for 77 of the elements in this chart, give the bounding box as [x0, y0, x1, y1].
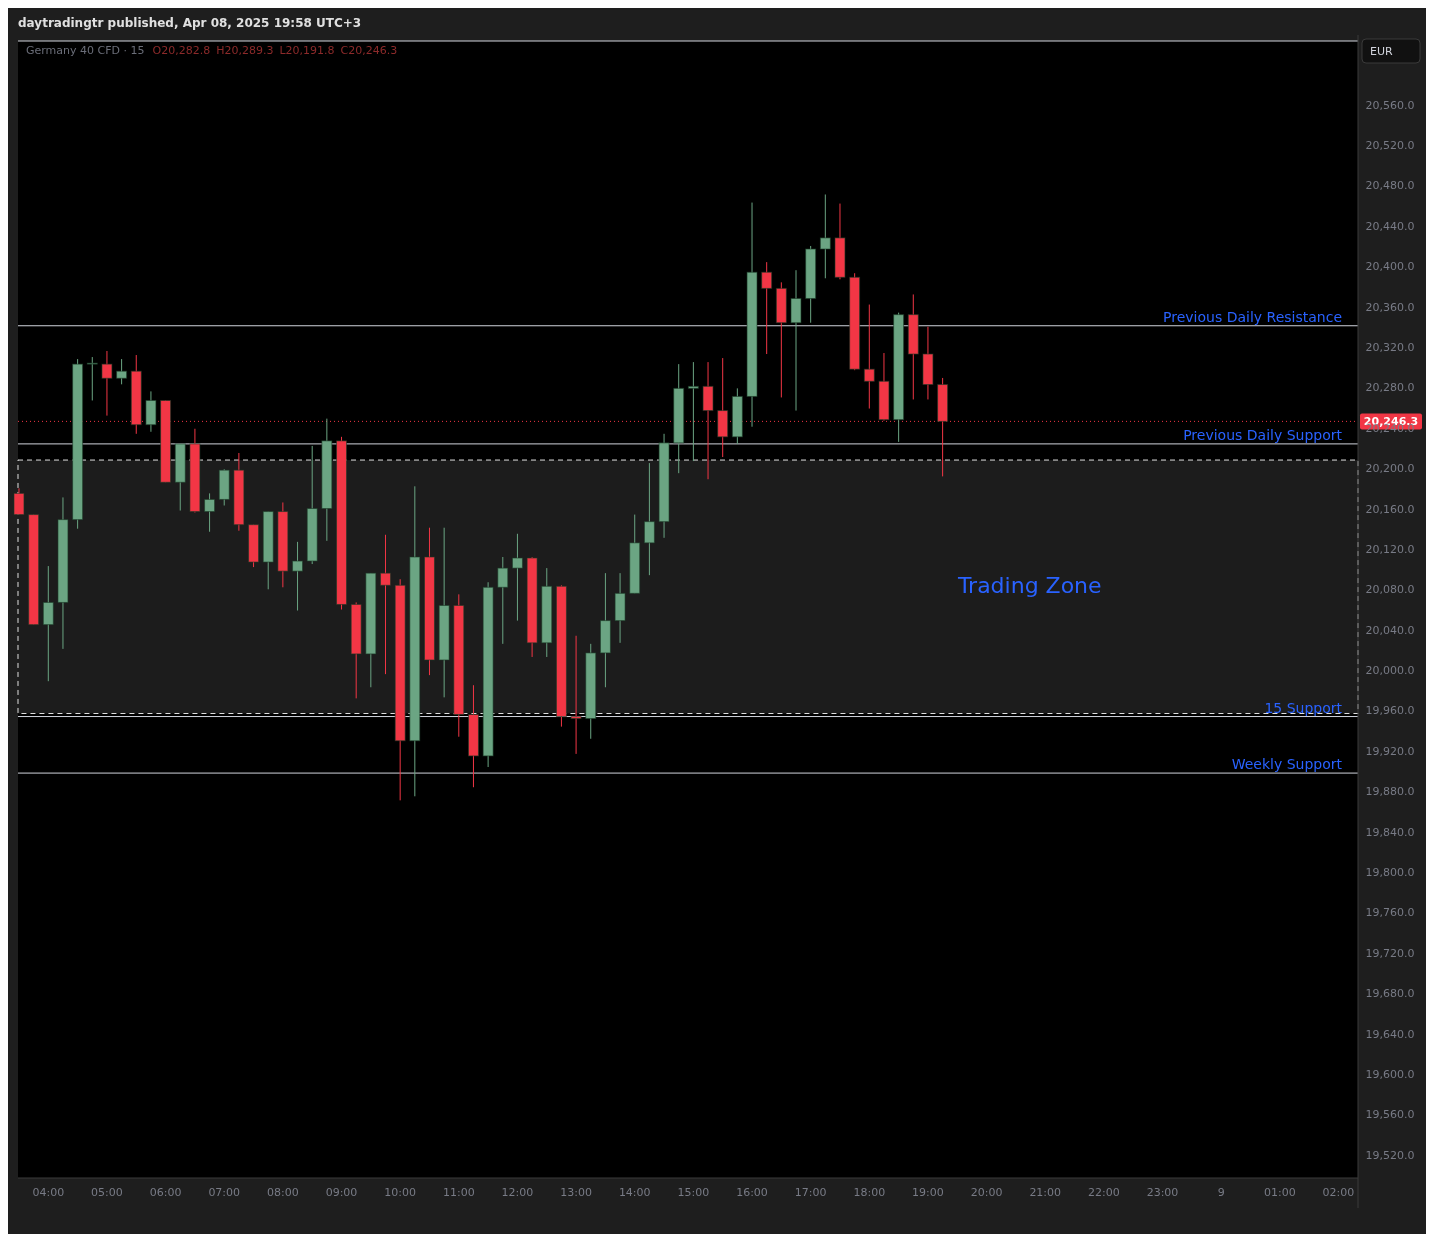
- candlestick: [863, 304, 875, 410]
- x-tick-label: 04:00: [32, 1186, 65, 1199]
- x-tick-label: 16:00: [736, 1186, 768, 1199]
- x-tick-label: 01:00: [1263, 1186, 1296, 1199]
- y-tick-label: 19,960.0: [1365, 704, 1415, 718]
- annotation: H20,289.3: [216, 44, 274, 57]
- y-tick-label: 19,720.0: [1365, 946, 1415, 960]
- x-tick-label: 10:00: [384, 1186, 417, 1199]
- x-tick-label: 20:00: [970, 1186, 1003, 1199]
- y-tick-label: 20,480.0: [1365, 179, 1415, 193]
- x-tick-label: 07:00: [208, 1186, 241, 1199]
- ref-line-label: Previous Daily Support: [1183, 426, 1343, 443]
- y-tick-label: 19,760.0: [1365, 906, 1415, 920]
- candlestick: [101, 350, 113, 417]
- y-tick-label: 20,200.0: [1365, 462, 1415, 476]
- ref-line-label: 15 Support: [1264, 699, 1343, 716]
- candlestick: [204, 492, 216, 533]
- y-tick-label: 19,880.0: [1365, 785, 1415, 799]
- y-tick-label: 19,920.0: [1365, 744, 1415, 758]
- y-tick-label: 20,400.0: [1365, 260, 1415, 274]
- candlestick: [761, 261, 773, 355]
- y-tick-label: 20,520.0: [1365, 139, 1415, 153]
- y-tick-label: 20,000.0: [1365, 664, 1415, 678]
- y-tick-label: 19,640.0: [1365, 1027, 1415, 1041]
- candlestick: [13, 487, 25, 516]
- chart-title: daytradingtr published, Apr 08, 2025 19:58 UTC+3: [18, 16, 362, 30]
- y-tick-label: 20,120.0: [1365, 542, 1415, 556]
- candlestick: [687, 361, 699, 462]
- y-tick-label: 19,560.0: [1365, 1108, 1415, 1122]
- x-tick-label: 15:00: [677, 1186, 710, 1199]
- y-axis-title: EUR: [1370, 45, 1393, 58]
- candlestick: [380, 534, 391, 675]
- y-tick-label: 20,040.0: [1365, 623, 1415, 637]
- annotation: C20,246.3: [340, 44, 398, 57]
- candlestick: [511, 533, 523, 622]
- ref-line-label: Weekly Support: [1231, 756, 1343, 773]
- y-tick-label: 20,280.0: [1365, 381, 1415, 395]
- y-tick-label: 20,160.0: [1365, 502, 1415, 516]
- candlestick: [42, 565, 54, 682]
- y-tick-label: 19,800.0: [1365, 866, 1415, 880]
- candlestick: [86, 356, 98, 401]
- y-tick-label: 20,360.0: [1365, 300, 1415, 314]
- y-tick-label: 20,080.0: [1365, 583, 1415, 597]
- x-tick-label: 9: [1217, 1186, 1225, 1199]
- x-tick-label: 21:00: [1029, 1186, 1062, 1199]
- x-tick-label: 18:00: [853, 1186, 886, 1199]
- x-tick-label: 09:00: [325, 1186, 358, 1199]
- annotation: L20,191.8: [279, 44, 335, 57]
- candlestick: [819, 193, 831, 279]
- x-tick-label: 02:00: [1322, 1186, 1355, 1199]
- candlestick: [570, 635, 582, 755]
- y-tick-label: 20,440.0: [1365, 219, 1415, 233]
- candlestick: [497, 556, 509, 645]
- chart-subtitle: Germany 40 CFD · 15: [26, 44, 145, 57]
- x-tick-label: 17:00: [794, 1186, 827, 1199]
- x-tick-label: 05:00: [91, 1186, 123, 1199]
- band-label: Trading Zone: [956, 572, 1102, 598]
- x-tick-label: 22:00: [1088, 1186, 1120, 1199]
- annotation: O20,282.8: [152, 44, 211, 57]
- candlestick: [643, 462, 655, 576]
- x-tick-label: 06:00: [149, 1186, 182, 1199]
- y-tick-label: 20,560.0: [1365, 98, 1415, 112]
- x-tick-label: 13:00: [560, 1186, 592, 1199]
- y-tick-label: 19,840.0: [1365, 825, 1415, 839]
- x-tick-label: 14:00: [618, 1186, 651, 1199]
- candlestick: [116, 358, 128, 385]
- y-tick-label: 19,600.0: [1365, 1067, 1415, 1081]
- candlestick: [292, 541, 304, 612]
- y-tick-label: 19,680.0: [1365, 987, 1415, 1001]
- x-tick-label: 19:00: [912, 1186, 944, 1199]
- ref-line-label: Previous Daily Resistance: [1163, 308, 1342, 325]
- x-tick-label: 11:00: [442, 1186, 475, 1199]
- y-tick-label: 20,320.0: [1365, 340, 1415, 354]
- x-tick-label: 12:00: [501, 1186, 534, 1199]
- x-tick-label: 08:00: [267, 1186, 299, 1199]
- x-tick-label: 23:00: [1146, 1186, 1179, 1199]
- y-tick-label: 19,520.0: [1365, 1148, 1415, 1162]
